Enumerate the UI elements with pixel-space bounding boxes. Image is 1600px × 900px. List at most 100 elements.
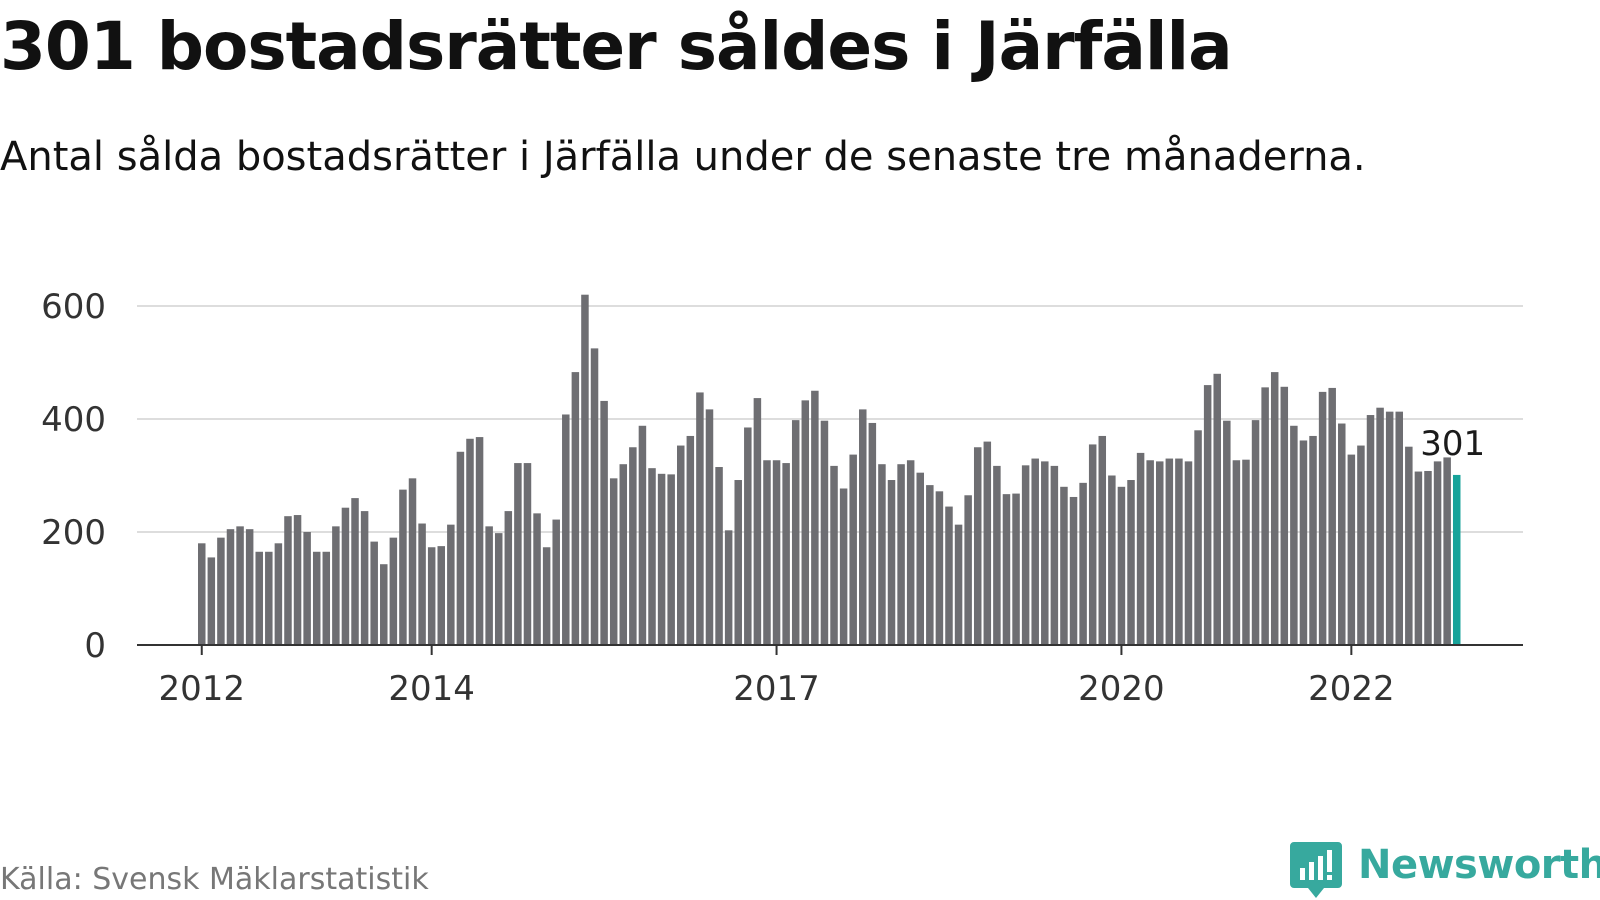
- bar: [983, 441, 992, 645]
- bar: [696, 392, 704, 645]
- y-tick-label: 200: [41, 513, 106, 553]
- bar: [1433, 461, 1442, 646]
- bar: [552, 519, 560, 645]
- y-axis-tick-labels: 0 200 400 600: [41, 287, 106, 666]
- bar: [265, 551, 273, 645]
- bar: [293, 515, 302, 645]
- bar: [830, 465, 838, 645]
- bar: [906, 460, 915, 645]
- bar: [609, 478, 618, 645]
- bar: [466, 438, 474, 645]
- bar: [399, 489, 407, 646]
- brand-name: Newsworthy: [1358, 842, 1600, 888]
- x-tick-label: 2022: [1308, 669, 1395, 709]
- bar: [1156, 461, 1164, 646]
- bar: [1165, 458, 1174, 645]
- bar: [542, 547, 551, 645]
- bar: [1002, 494, 1011, 645]
- bar: [677, 445, 685, 645]
- x-tick-label: 2012: [158, 669, 245, 709]
- bar: [638, 425, 647, 645]
- bar: [380, 564, 388, 645]
- bar: [1385, 411, 1394, 645]
- bar: [1194, 430, 1202, 645]
- bar: [1108, 475, 1116, 645]
- bar: [715, 467, 723, 645]
- x-tick-label: 2020: [1078, 669, 1165, 709]
- bar: [312, 551, 321, 645]
- bar: [389, 537, 398, 645]
- bar: [744, 427, 752, 645]
- bar: [791, 420, 800, 645]
- y-tick-label: 600: [41, 287, 106, 327]
- newsworthy-logo-icon: [1290, 842, 1342, 898]
- bar: [370, 541, 378, 645]
- x-axis-ticks: 2012 2014 2017 2020 2022: [158, 645, 1395, 709]
- bar: [657, 473, 666, 645]
- bar: [1299, 440, 1308, 645]
- bar: [935, 491, 944, 645]
- bar: [1280, 386, 1289, 645]
- bar: [1184, 461, 1193, 646]
- bar: [772, 460, 781, 645]
- bar: [245, 529, 254, 645]
- bar: [945, 506, 953, 645]
- bar: [341, 507, 350, 645]
- highlight-value-label: 301: [1420, 424, 1485, 464]
- bar: [1203, 385, 1212, 645]
- bar: [1424, 470, 1432, 645]
- bar: [514, 463, 522, 645]
- bar: [581, 294, 589, 645]
- x-tick-label: 2017: [733, 669, 820, 709]
- page-subtitle: Antal sålda bostadsrätter i Järfälla und…: [0, 134, 1366, 180]
- bar-chart: 0 200 400 600 2012 2014 2017 2020 2022 301: [41, 287, 1523, 709]
- bar: [198, 543, 206, 645]
- bar: [1069, 496, 1078, 645]
- bar: [217, 537, 225, 645]
- bar: [753, 398, 762, 645]
- bar: [475, 437, 484, 645]
- bar: [801, 400, 810, 645]
- bar: [1347, 454, 1356, 645]
- bar: [533, 513, 541, 645]
- bar: [1328, 387, 1336, 645]
- bar: [1242, 459, 1250, 645]
- bar: [1232, 460, 1241, 645]
- bar-highlight: [1452, 474, 1461, 645]
- bar: [351, 498, 359, 645]
- bar: [1136, 452, 1145, 645]
- bar: [1414, 471, 1423, 645]
- bar: [523, 463, 532, 645]
- bar: [226, 529, 235, 645]
- bar: [1338, 423, 1346, 645]
- bar: [590, 348, 599, 646]
- bar: [571, 372, 580, 645]
- bar: [360, 511, 369, 645]
- bar: [648, 468, 656, 645]
- bar: [284, 516, 292, 645]
- bar: [1270, 372, 1279, 645]
- bar: [1318, 391, 1327, 645]
- bar: [763, 460, 771, 645]
- bar: [456, 451, 465, 645]
- bar: [1213, 373, 1221, 645]
- page-title: 301 bostadsrätter såldes i Järfälla: [0, 8, 1233, 85]
- bar: [782, 463, 790, 645]
- bar: [1079, 482, 1087, 645]
- bar: [322, 551, 331, 645]
- bar: [274, 543, 283, 645]
- bar: [303, 532, 311, 645]
- bar: [1098, 435, 1107, 645]
- bar: [916, 472, 924, 645]
- bar: [926, 485, 934, 645]
- bar: [1127, 480, 1135, 645]
- bar: [332, 526, 340, 645]
- bar: [1309, 435, 1317, 645]
- bar: [1443, 457, 1451, 645]
- bar: [629, 447, 637, 645]
- bar: [1088, 444, 1097, 645]
- bar: [1251, 420, 1260, 645]
- bar: [705, 409, 714, 645]
- bar: [859, 409, 867, 645]
- bar: [1021, 465, 1030, 645]
